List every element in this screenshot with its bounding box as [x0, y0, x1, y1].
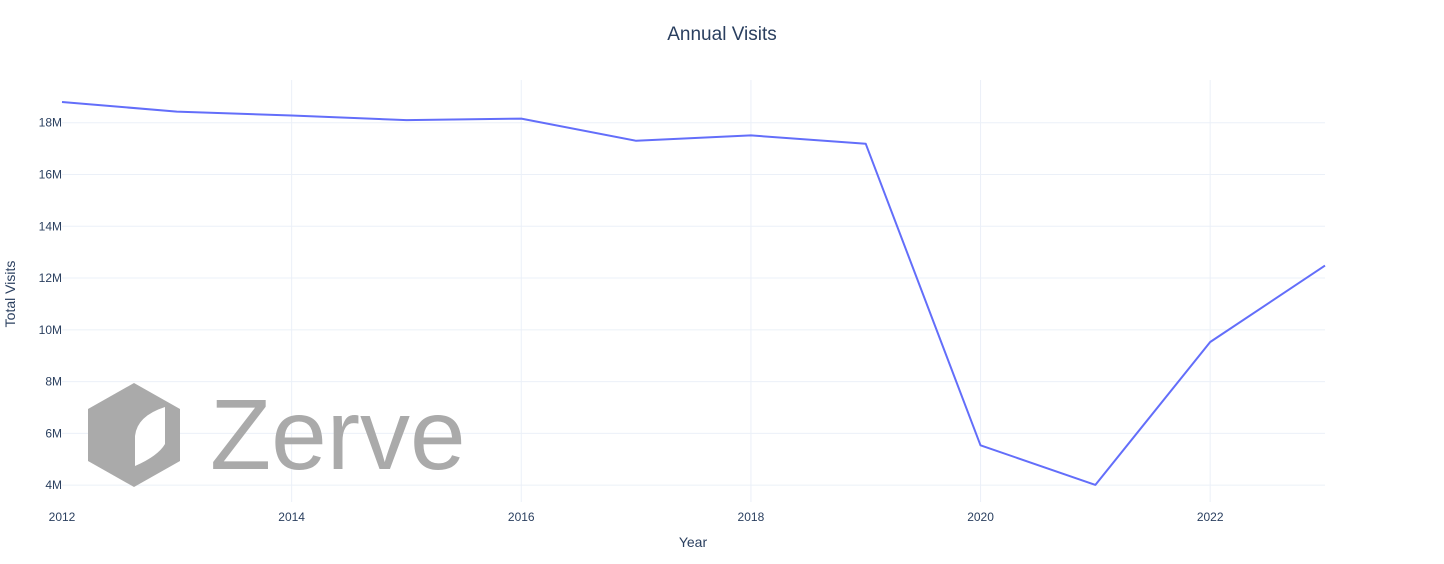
zerve-logo-text: Zerve	[210, 379, 466, 491]
series-line	[61, 101, 1326, 486]
y-tick-label: 6M	[45, 426, 62, 440]
series-layer	[61, 101, 1326, 486]
zerve-logo-leaf-icon	[135, 407, 165, 466]
x-tick-label: 2012	[49, 510, 76, 524]
x-axis-title: Year	[679, 534, 708, 550]
y-tick-label: 14M	[39, 219, 62, 233]
y-tick-label: 4M	[45, 478, 62, 492]
zerve-logo-hexagon-icon	[88, 383, 180, 487]
zerve-watermark: Zerve	[88, 379, 466, 491]
y-tick-label: 8M	[45, 375, 62, 389]
x-tick-label: 2016	[508, 510, 535, 524]
y-tick-label: 10M	[39, 323, 62, 337]
y-tick-label: 16M	[39, 167, 62, 181]
chart-title: Annual Visits	[667, 24, 777, 45]
x-tick-label: 2022	[1197, 510, 1224, 524]
y-tick-label: 18M	[39, 116, 62, 130]
y-axis-title: Total Visits	[2, 261, 18, 328]
grid-layer	[62, 80, 1325, 502]
x-tick-label: 2018	[738, 510, 765, 524]
y-tick-label: 12M	[39, 271, 62, 285]
x-tick-label: 2020	[967, 510, 994, 524]
axis-layer: 2012 2014 2016 2018 2020 2022 4M 6M 8M 10M 12M 14M 1…	[39, 116, 1224, 524]
x-tick-label: 2014	[278, 510, 305, 524]
